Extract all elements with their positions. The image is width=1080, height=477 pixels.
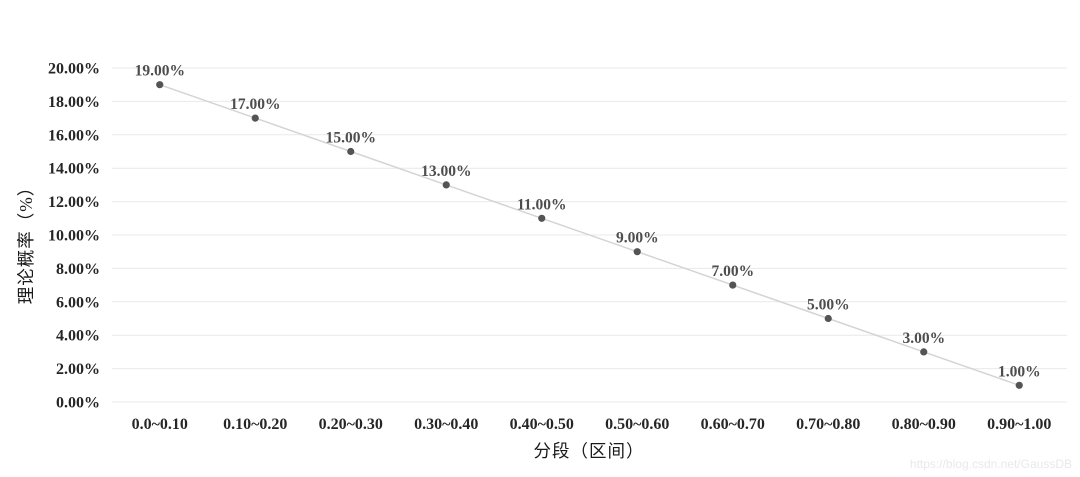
y-axis-tick-labels: 0.00% 2.00% 4.00% 6.00% 8.00% 10.00% 12.00% 14.… <box>48 61 100 412</box>
y-tick-label: 6.00% <box>56 294 100 311</box>
x-axis-title: 分段（区间） <box>534 441 645 461</box>
data-point <box>729 281 737 289</box>
x-tick-label: 0.40~0.50 <box>510 416 574 433</box>
data-point <box>251 114 259 122</box>
data-label: 5.00% <box>807 297 850 314</box>
x-tick-label: 0.70~0.80 <box>796 416 860 433</box>
y-tick-label: 4.00% <box>56 328 100 345</box>
data-point <box>1015 381 1023 389</box>
y-tick-label: 20.00% <box>48 61 100 78</box>
x-tick-label: 0.50~0.60 <box>605 416 669 433</box>
data-label: 13.00% <box>421 163 471 180</box>
y-tick-label: 14.00% <box>48 161 100 178</box>
y-tick-label: 16.00% <box>48 127 100 144</box>
y-tick-label: 10.00% <box>48 228 100 245</box>
x-tick-label: 0.20~0.30 <box>319 416 383 433</box>
data-point <box>442 181 450 189</box>
x-tick-label: 0.80~0.90 <box>892 416 956 433</box>
data-label: 11.00% <box>517 196 567 213</box>
data-point <box>824 314 832 323</box>
data-label: 17.00% <box>230 96 280 113</box>
data-label: 7.00% <box>711 263 754 280</box>
series-group <box>156 81 1023 389</box>
x-tick-label: 0.10~0.20 <box>223 416 287 433</box>
y-tick-label: 12.00% <box>48 194 100 211</box>
data-label: 15.00% <box>326 130 376 147</box>
data-point <box>633 248 641 256</box>
data-label: 19.00% <box>135 63 185 80</box>
watermark-url: https://blog.csdn.net/GaussDB <box>909 457 1072 471</box>
y-tick-label: 8.00% <box>56 261 100 278</box>
data-point <box>156 81 164 89</box>
data-point <box>920 348 928 356</box>
y-tick-label: 0.00% <box>56 395 100 412</box>
data-label: 9.00% <box>616 230 659 247</box>
y-tick-label: 2.00% <box>56 361 100 378</box>
data-point <box>538 214 546 222</box>
series-line <box>159 83 1020 387</box>
y-axis-title: 理论概率（%） <box>16 178 36 305</box>
x-tick-label: 0.90~1.00 <box>987 416 1051 433</box>
y-tick-label: 18.00% <box>48 94 100 111</box>
data-labels-group: 19.00% 17.00% 15.00% 13.00% 11.00% 9.00% 7.00%… <box>135 63 1041 381</box>
data-point <box>347 147 355 156</box>
x-axis-tick-labels: 0.0~0.10 0.10~0.20 0.20~0.30 0.30~0.40 0.40~… <box>132 416 1052 433</box>
x-tick-label: 0.60~0.70 <box>701 416 765 433</box>
data-label: 1.00% <box>998 363 1041 380</box>
x-tick-label: 0.30~0.40 <box>414 416 478 433</box>
data-label: 3.00% <box>902 330 945 347</box>
x-tick-label: 0.0~0.10 <box>132 416 188 433</box>
